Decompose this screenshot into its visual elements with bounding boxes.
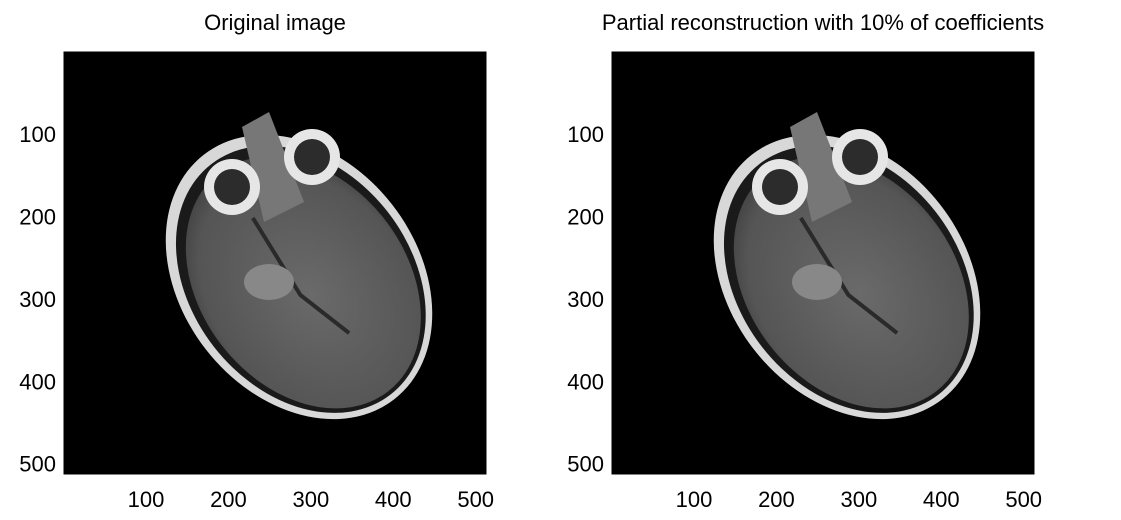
x-tick-label: 300 xyxy=(840,487,877,512)
x-tick-label: 300 xyxy=(292,487,329,512)
y-tick-label: 100 xyxy=(19,122,56,147)
x-tick-label: 100 xyxy=(128,487,165,512)
chart-title: Partial reconstruction with 10% of coeff… xyxy=(602,10,1044,35)
chart-title: Original image xyxy=(204,10,346,35)
y-tick-label: 200 xyxy=(567,204,604,229)
y-tick-label: 400 xyxy=(567,369,604,394)
y-tick-label: 100 xyxy=(567,122,604,147)
x-tick-label: 200 xyxy=(210,487,247,512)
x-tick-label: 500 xyxy=(457,487,494,512)
x-tick-label: 400 xyxy=(375,487,412,512)
axes-frame xyxy=(63,51,487,475)
x-tick-label: 400 xyxy=(923,487,960,512)
x-tick-label: 100 xyxy=(676,487,713,512)
x-tick-label: 500 xyxy=(1005,487,1042,512)
y-tick-label: 500 xyxy=(567,452,604,477)
image xyxy=(612,52,1034,474)
y-tick-label: 300 xyxy=(19,287,56,312)
y-tick-label: 200 xyxy=(19,204,56,229)
image xyxy=(64,52,486,474)
x-tick-label: 200 xyxy=(758,487,795,512)
y-tick-label: 500 xyxy=(19,452,56,477)
y-tick-label: 300 xyxy=(567,287,604,312)
axes-frame xyxy=(611,51,1035,475)
y-tick-label: 400 xyxy=(19,369,56,394)
